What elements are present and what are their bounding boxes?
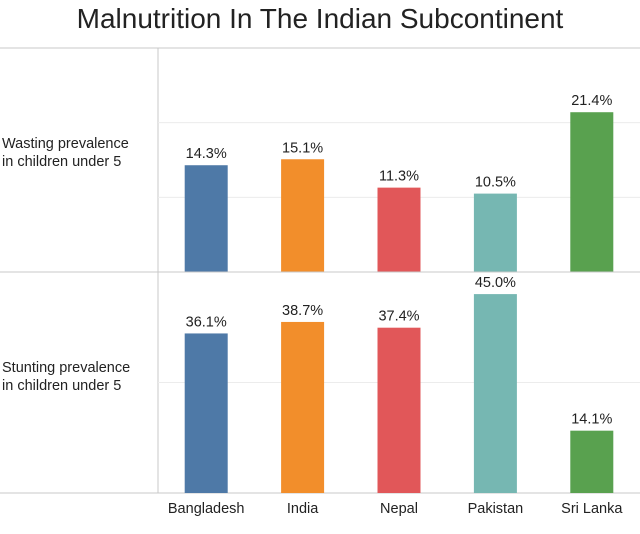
bar-pakistan — [473, 294, 517, 493]
bar-sri-lanka — [570, 112, 614, 272]
data-label: 45.0% — [475, 275, 516, 291]
x-tick-label: Bangladesh — [168, 501, 245, 517]
row-label-2: Stunting prevalence in children under 5 — [2, 360, 130, 394]
data-label: 37.4% — [378, 309, 419, 325]
row-label-1: Wasting prevalence in children under 5 — [2, 136, 129, 170]
x-tick-label: Sri Lanka — [561, 501, 623, 517]
x-tick-label: Pakistan — [468, 501, 524, 517]
data-label: 11.3% — [379, 169, 419, 185]
data-label: 36.1% — [186, 314, 227, 330]
bar-nepal — [377, 187, 421, 272]
bar-bangladesh — [184, 165, 228, 272]
data-label: 10.5% — [475, 175, 516, 191]
bar-bangladesh — [184, 333, 228, 493]
x-tick-label: Nepal — [380, 501, 418, 517]
data-label: 38.7% — [282, 303, 323, 319]
row-label-line: Wasting prevalence — [2, 136, 129, 152]
row-label-line: in children under 5 — [2, 378, 121, 394]
bar-pakistan — [473, 193, 517, 272]
data-label: 14.1% — [571, 412, 612, 428]
data-label: 14.3% — [186, 146, 227, 162]
bar-nepal — [377, 327, 421, 493]
bar-india — [281, 321, 325, 493]
data-label: 15.1% — [282, 140, 323, 156]
row-label-line: Stunting prevalence — [2, 360, 130, 376]
x-tick-label: India — [287, 501, 319, 517]
bar-sri-lanka — [570, 430, 614, 493]
bar-india — [281, 159, 325, 272]
data-label: 21.4% — [571, 93, 612, 109]
chart-title: Malnutrition In The Indian Subcontinent — [77, 3, 564, 34]
row-label-line: in children under 5 — [2, 154, 121, 170]
